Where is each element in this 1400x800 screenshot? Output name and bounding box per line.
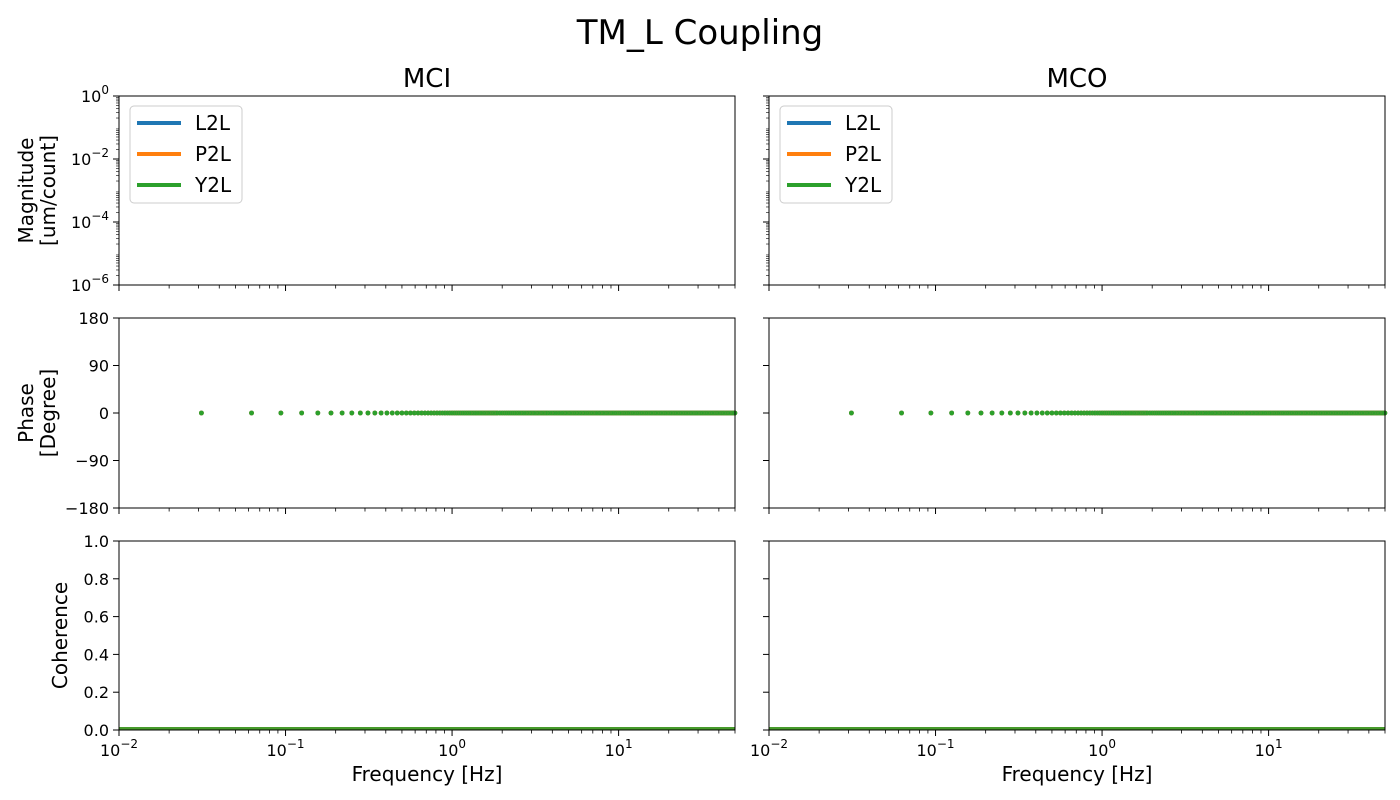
- phase-point: [1069, 410, 1074, 416]
- mco-coherence-xtick-label: 100: [1088, 737, 1116, 760]
- phase-point: [1028, 410, 1034, 416]
- mco-magnitude-legend: [779, 105, 893, 204]
- phase-point: [1034, 410, 1040, 416]
- phase-point: [1065, 410, 1071, 416]
- mco-coherence-xtick-label: 101: [1255, 737, 1283, 760]
- mci-coherence-ytick-label: 0.2: [84, 683, 109, 702]
- legend-label-y2l: Y2L: [844, 173, 882, 197]
- phase-point: [419, 410, 424, 416]
- phase-point: [989, 410, 995, 416]
- mco-magnitude-frame: [768, 95, 1386, 286]
- figure-suptitle: TM_L Coupling: [576, 13, 824, 53]
- phase-point: [349, 410, 355, 416]
- mci-coherence-ylabel: Coherence: [48, 582, 72, 689]
- mco-coherence-xlabel: Frequency [Hz]: [1002, 762, 1153, 786]
- phase-point: [403, 410, 409, 416]
- phase-point: [249, 410, 254, 416]
- mci-coherence-xtick-label: 100: [438, 737, 466, 760]
- mci-coherence-xlabel: Frequency [Hz]: [352, 762, 503, 786]
- mci-coherence-ytick-label: 0.8: [84, 570, 109, 589]
- mci-magnitude-frame: [118, 95, 736, 286]
- mco-coherence-frame: [768, 540, 1386, 731]
- phase-point: [394, 410, 400, 416]
- phase-point: [199, 410, 204, 416]
- phase-point: [357, 410, 363, 416]
- mci-coherence-xtick-label: 10−2: [100, 737, 138, 760]
- phase-point: [384, 410, 390, 416]
- phase-point: [1015, 410, 1021, 416]
- mci-phase-ylabel: Phase[Degree]: [14, 369, 60, 457]
- phase-point: [328, 410, 334, 416]
- mci-magnitude-ytick-label: 10−2: [71, 146, 109, 169]
- phase-point: [965, 410, 971, 416]
- mci-phase-ytick-label: −180: [65, 499, 109, 518]
- subplot-grid: 100 10−2 10−4 10−6 L2L P2L Y2L Magnitude[um/cou…: [14, 83, 1388, 786]
- mci-coherence-xtick-label: 10−1: [267, 737, 305, 760]
- mco-coherence-xtick-label: 10−2: [750, 737, 788, 760]
- phase-point: [849, 410, 854, 416]
- mci-coherence-frame: [118, 540, 736, 731]
- mci-magnitude-ytick-label: 10−4: [71, 209, 109, 232]
- phase-point: [978, 410, 984, 416]
- phase-point: [378, 410, 384, 416]
- phase-point: [339, 410, 345, 416]
- mci-phase-frame: [118, 317, 736, 509]
- phase-point: [1049, 410, 1055, 416]
- phase-point: [315, 410, 321, 416]
- phase-point: [999, 410, 1005, 416]
- phase-point: [415, 410, 421, 416]
- mci-coherence-ytick-label: 1.0: [84, 532, 109, 551]
- mci-magnitude-legend: [129, 105, 243, 204]
- mci-coherence-xtick-label: 101: [605, 737, 633, 760]
- mci-phase-ytick-label: −90: [75, 452, 109, 471]
- phase-point: [408, 410, 413, 416]
- legend-label-y2l: Y2L: [194, 173, 232, 197]
- phase-point: [365, 410, 371, 416]
- phase-point: [949, 410, 955, 416]
- mci-phase-points: [199, 410, 738, 416]
- mco-phase-points: [849, 410, 1388, 416]
- phase-point: [1044, 410, 1050, 416]
- phase-point: [299, 410, 305, 416]
- phase-point: [399, 410, 405, 416]
- phase-point: [1053, 410, 1059, 416]
- mci-phase-ytick-label: 0: [99, 404, 109, 423]
- phase-point: [372, 410, 378, 416]
- phase-point: [1058, 410, 1063, 416]
- phase-point: [278, 410, 284, 416]
- phase-point: [1039, 410, 1045, 416]
- mci-magnitude-ylabel: Magnitude[um/count]: [14, 135, 60, 246]
- mci-coherence-ytick-label: 0.4: [84, 645, 109, 664]
- legend-label-p2l: P2L: [845, 142, 882, 166]
- legend-label-l2l: L2L: [195, 111, 231, 135]
- column-title-mci: MCI: [403, 64, 451, 94]
- mci-phase-ytick-label: 90: [89, 357, 109, 376]
- phase-point: [928, 410, 934, 416]
- mco-phase-frame: [768, 317, 1386, 509]
- phase-point: [389, 410, 395, 416]
- phase-point: [411, 410, 417, 416]
- mco-coherence-xtick-label: 10−1: [917, 737, 955, 760]
- mci-magnitude-ytick-label: 100: [81, 83, 109, 106]
- phase-point: [1007, 410, 1013, 416]
- phase-point: [1022, 410, 1028, 416]
- column-title-mco: MCO: [1046, 64, 1107, 94]
- mci-coherence-ytick-label: 0.6: [84, 608, 109, 627]
- mci-magnitude-ytick-label: 10−6: [71, 272, 109, 295]
- legend-label-l2l: L2L: [845, 111, 881, 135]
- mci-coherence-ytick-label: 0.0: [84, 721, 109, 740]
- mci-phase-ytick-label: 180: [78, 309, 109, 328]
- phase-point: [1061, 410, 1067, 416]
- phase-point: [899, 410, 904, 416]
- legend-label-p2l: P2L: [195, 142, 232, 166]
